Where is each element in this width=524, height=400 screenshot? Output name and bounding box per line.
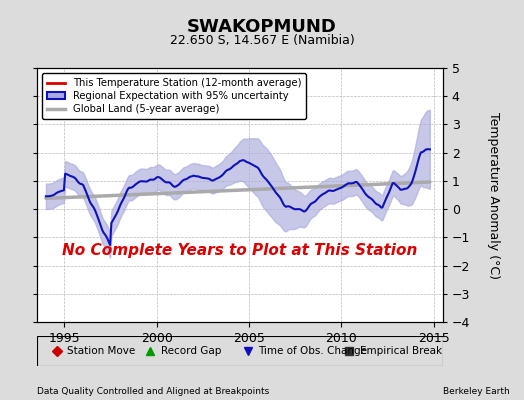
Text: Station Move: Station Move bbox=[67, 346, 135, 356]
Text: SWAKOPMUND: SWAKOPMUND bbox=[187, 18, 337, 36]
Y-axis label: Temperature Anomaly (°C): Temperature Anomaly (°C) bbox=[487, 112, 500, 278]
Text: Empirical Break: Empirical Break bbox=[359, 346, 442, 356]
Legend: This Temperature Station (12-month average), Regional Expectation with 95% uncer: This Temperature Station (12-month avera… bbox=[42, 73, 306, 119]
Text: Time of Obs. Change: Time of Obs. Change bbox=[258, 346, 367, 356]
Text: Record Gap: Record Gap bbox=[160, 346, 221, 356]
Text: 22.650 S, 14.567 E (Namibia): 22.650 S, 14.567 E (Namibia) bbox=[170, 34, 354, 47]
Text: No Complete Years to Plot at This Station: No Complete Years to Plot at This Statio… bbox=[62, 243, 418, 258]
Text: Berkeley Earth: Berkeley Earth bbox=[443, 387, 509, 396]
Text: Data Quality Controlled and Aligned at Breakpoints: Data Quality Controlled and Aligned at B… bbox=[37, 387, 269, 396]
